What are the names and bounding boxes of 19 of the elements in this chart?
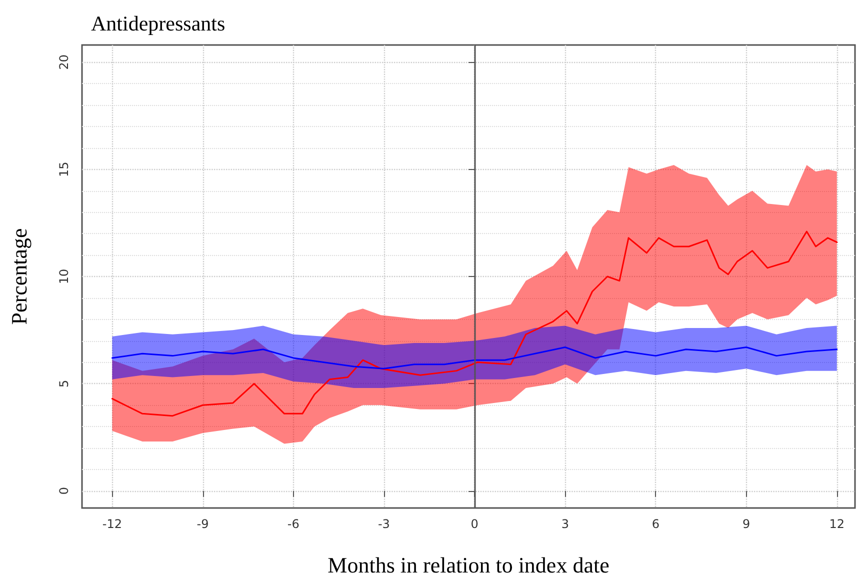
x-axis-title: Months in relation to index date [328, 552, 610, 578]
x-tick-label: 9 [742, 517, 750, 531]
x-tick-label: -12 [102, 517, 122, 531]
x-tick-label: 0 [470, 517, 478, 531]
y-tick-label: 5 [57, 380, 71, 388]
x-tick-label: -6 [287, 517, 300, 531]
line-series [111, 230, 838, 417]
line-series [111, 346, 838, 370]
y-tick-label: 20 [57, 54, 71, 70]
x-tick-label: -3 [378, 517, 390, 531]
y-tick-label: 10 [57, 268, 71, 284]
y-axis-title: Percentage [6, 228, 32, 325]
x-tick-label: 12 [829, 517, 845, 531]
y-tick-label: 15 [57, 162, 71, 177]
y-tick-label: 0 [57, 487, 71, 495]
x-tick-label: 6 [652, 517, 660, 531]
chart-title: Antidepressants [91, 12, 226, 36]
x-tick-label: 3 [561, 517, 569, 531]
x-tick-label: -9 [196, 517, 209, 531]
